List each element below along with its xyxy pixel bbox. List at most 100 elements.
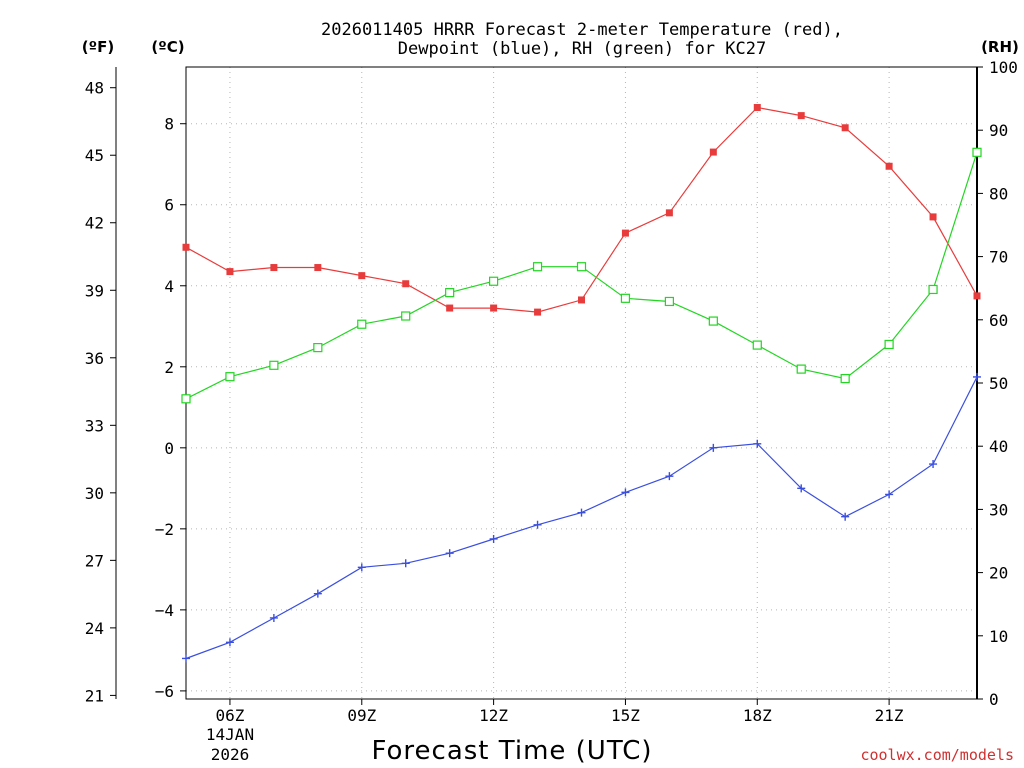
temperature-point <box>226 268 234 276</box>
dewpoint-point <box>621 488 630 497</box>
rh-tick-label: 100 <box>989 58 1018 77</box>
dewpoint-point <box>929 460 938 469</box>
relative-humidity-line <box>185 152 978 400</box>
fahrenheit-tick-label: 27 <box>85 551 104 570</box>
rh-tick-label: 40 <box>989 437 1008 456</box>
rh-axis: 0 10 20 30 40 50 60 70 80 90 100 <box>977 58 1018 709</box>
dewpoint-point <box>269 613 278 622</box>
dewpoint-point <box>577 508 586 517</box>
rh-tick-label: 10 <box>989 627 1008 646</box>
rh-tick-label: 80 <box>989 184 1008 203</box>
relative-humidity-point <box>840 373 850 384</box>
fahrenheit-tick-label: 45 <box>85 146 104 165</box>
temperature-point <box>753 104 761 112</box>
relative-humidity-point <box>445 288 455 298</box>
rh-unit-label: (RH) <box>981 38 1019 56</box>
fahrenheit-tick-label: 48 <box>85 79 104 98</box>
relative-humidity-point <box>928 284 938 295</box>
time-tick-label: 21Z <box>875 706 904 725</box>
celsius-unit-label: (ºC) <box>151 38 184 56</box>
celsius-axis: −6 −4 −2 0 2 4 6 8 <box>155 115 186 701</box>
temperature-point <box>534 308 542 316</box>
relative-humidity-point <box>181 394 191 404</box>
fahrenheit-tick-label: 21 <box>85 686 104 705</box>
temperature-point <box>973 292 981 300</box>
time-tick-label: 12Z <box>479 706 508 725</box>
relative-humidity-point <box>884 339 894 350</box>
rh-tick-label: 70 <box>989 248 1008 267</box>
temperature-point <box>446 304 454 312</box>
celsius-tick-label: 0 <box>164 439 174 458</box>
time-axis: 06Z 09Z 12Z 15Z 18Z 21Z <box>215 699 904 725</box>
temperature-point <box>270 264 278 272</box>
dewpoint-point <box>225 638 234 647</box>
temperature-point <box>578 296 585 304</box>
dewpoint-point <box>357 563 366 572</box>
gridlines <box>186 67 977 699</box>
relative-humidity-point <box>620 293 631 303</box>
celsius-tick-label: 8 <box>164 115 174 134</box>
temperature-point <box>314 264 322 272</box>
temperature-point <box>885 162 893 170</box>
rh-tick-label: 20 <box>989 564 1008 583</box>
date-label-day: 14JAN <box>206 725 254 744</box>
credit-label: coolwx.com/models <box>860 746 1014 764</box>
temperature-series <box>182 104 981 316</box>
relative-humidity-point <box>796 364 806 374</box>
relative-humidity-point <box>664 296 674 307</box>
relative-humidity-point <box>972 147 982 157</box>
temperature-point <box>358 272 366 280</box>
dewpoint-point <box>489 534 498 543</box>
celsius-tick-label: −6 <box>155 682 174 701</box>
celsius-tick-label: 6 <box>164 196 174 215</box>
fahrenheit-unit-label: (ºF) <box>82 38 114 56</box>
date-label-year: 2026 <box>211 745 250 764</box>
fahrenheit-tick-label: 33 <box>85 416 104 435</box>
fahrenheit-tick-label: 36 <box>85 349 104 368</box>
plot-frame <box>185 66 978 700</box>
temperature-point <box>709 148 717 156</box>
temperature-point <box>402 280 410 288</box>
dewpoint-point <box>182 654 190 663</box>
dewpoint-point <box>401 559 410 568</box>
dewpoint-point <box>841 512 850 521</box>
time-tick-label: 15Z <box>611 706 640 725</box>
fahrenheit-tick-label: 42 <box>85 214 104 233</box>
celsius-tick-label: −2 <box>155 520 174 539</box>
temperature-point <box>797 112 805 120</box>
dewpoint-series <box>182 372 981 663</box>
relative-humidity-point <box>269 360 279 370</box>
temperature-point <box>929 213 937 221</box>
time-tick-label: 06Z <box>215 706 244 725</box>
fahrenheit-tick-label: 30 <box>85 484 104 503</box>
fahrenheit-tick-label: 24 <box>85 619 104 638</box>
rh-tick-label: 0 <box>989 690 999 709</box>
dewpoint-point <box>313 589 322 598</box>
fahrenheit-tick-label: 39 <box>85 281 104 300</box>
celsius-tick-label: 2 <box>164 358 174 377</box>
rh-tick-label: 90 <box>989 121 1008 140</box>
celsius-tick-label: 4 <box>164 277 174 296</box>
dewpoint-point <box>797 484 806 493</box>
time-tick-label: 09Z <box>347 706 376 725</box>
relative-humidity-point <box>489 276 499 286</box>
relative-humidity-point <box>313 343 323 353</box>
rh-tick-label: 50 <box>989 374 1008 393</box>
dewpoint-point <box>885 490 894 499</box>
dewpoint-point <box>533 520 542 529</box>
relative-humidity-point <box>532 262 543 272</box>
temperature-point <box>665 209 673 217</box>
relative-humidity-point <box>401 311 411 321</box>
relative-humidity-point <box>225 372 235 382</box>
dewpoint-line <box>185 376 978 660</box>
relative-humidity-point <box>708 316 718 326</box>
series-layer <box>181 104 982 663</box>
fahrenheit-axis: 21 24 27 30 33 36 39 42 45 48 <box>85 79 116 705</box>
relative-humidity-point <box>357 319 367 329</box>
temperature-point <box>841 124 849 132</box>
rh-tick-label: 60 <box>989 311 1008 330</box>
x-axis-label: Forecast Time (UTC) <box>371 736 652 766</box>
temperature-point <box>621 229 629 237</box>
celsius-tick-label: −4 <box>155 601 174 620</box>
